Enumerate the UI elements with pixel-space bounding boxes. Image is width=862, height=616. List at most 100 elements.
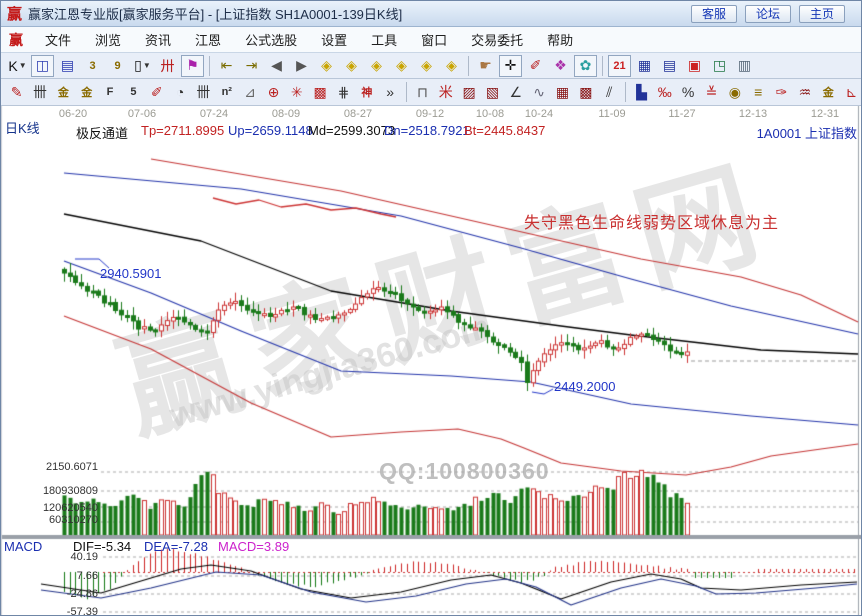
gann-diamond-expand-icon[interactable]: ◈ [421, 57, 432, 73]
volume-9-icon[interactable]: 9 [114, 59, 121, 72]
angle-measure-icon[interactable]: ⊾ [845, 83, 858, 100]
macd-pane-title[interactable]: MACD [4, 539, 43, 554]
menu-item-公式选股[interactable]: 公式选股 [245, 33, 298, 48]
red-pattern-icon[interactable]: 卅 [160, 57, 175, 74]
shade-box-icon[interactable]: ▩ [313, 83, 327, 100]
zigzag-icon[interactable]: ∿ [533, 83, 546, 100]
menu-item-资讯[interactable]: 资讯 [145, 33, 172, 48]
menu-item-文件[interactable]: 文件 [45, 33, 72, 48]
f10-info-icon[interactable]: ▤ [60, 57, 75, 73]
indicator-name[interactable]: 极反通道 [76, 126, 129, 141]
gann-diamond-center-icon[interactable]: ◈ [446, 57, 457, 73]
date-tick-12-13: 12-13 [738, 108, 768, 120]
gann-diamond-right-icon[interactable]: ◈ [346, 57, 357, 73]
gann-box-icon[interactable]: ▨ [462, 83, 476, 100]
gold-grid-b-icon[interactable]: 金 [81, 87, 93, 99]
gann-box2-icon[interactable]: ▧ [485, 83, 500, 100]
data-export-icon[interactable]: ▥ [737, 57, 752, 73]
send-web-icon[interactable]: ◳ [712, 57, 727, 73]
date-tick-08-27: 08-27 [343, 108, 373, 120]
gann-diamond-v-icon[interactable]: ◈ [396, 57, 407, 73]
gold-grid-a-icon[interactable]: 金 [57, 87, 69, 99]
percent-icon[interactable]: % [681, 84, 695, 100]
permille-icon[interactable]: ‰ [657, 84, 672, 100]
hand-tool-icon[interactable]: ☛ [479, 57, 492, 73]
gold-circle-icon[interactable]: ◉ [728, 83, 741, 100]
percent-line-icon[interactable]: ≚ [705, 83, 718, 100]
color-kline-icon[interactable]: ⚑ [181, 54, 204, 77]
volume-3-icon[interactable]: 3 [89, 59, 96, 72]
prev-bar-icon[interactable]: ◀ [271, 57, 282, 73]
price-grid-icon[interactable]: 卌 [33, 84, 48, 100]
first-screen-icon[interactable]: ⇤ [220, 57, 233, 73]
calendar-icon[interactable]: 21 [608, 54, 631, 77]
last-screen-icon[interactable]: ⇥ [245, 57, 258, 73]
gold-lines-icon[interactable]: ≡ [754, 84, 763, 100]
grid-fine-icon[interactable]: ▦ [555, 83, 570, 100]
menu-item-工具[interactable]: 工具 [371, 33, 398, 48]
gold-level-icon[interactable]: 金 [822, 87, 834, 99]
indicator-param: Up=2659.1148 [228, 123, 313, 138]
five-grid-icon[interactable]: 5 [130, 86, 137, 98]
date-tick-07-06: 07-06 [127, 108, 157, 120]
gann-diamond-left-icon[interactable]: ◈ [321, 57, 332, 73]
angle-tool-icon[interactable]: ⊿ [244, 83, 256, 100]
indicator-param: Tp=2711.8995 [141, 123, 225, 138]
macd-readout: MACD=3.89 [218, 539, 290, 554]
menu-item-窗口[interactable]: 窗口 [421, 33, 448, 48]
next-bar-icon[interactable]: ▶ [296, 57, 307, 73]
pane-type-label: 日K线 [5, 121, 40, 136]
menu-item-交易委托[interactable]: 交易委托 [471, 33, 524, 48]
more-tools-chevron[interactable]: » [386, 84, 395, 100]
kline-style-dropdown[interactable]: K ▼ [8, 57, 27, 74]
shen-tool-icon[interactable]: 神 [361, 87, 373, 99]
wave-tool-icon[interactable]: ✿ [574, 54, 597, 77]
chart-annotation: 失守黑色生命线弱势区域休息为主 [524, 215, 780, 232]
date-tick-11-27: 11-27 [668, 108, 696, 120]
menu-item-设置[interactable]: 设置 [321, 33, 348, 48]
date-tick-11-09: 11-09 [598, 108, 626, 120]
time-rule-icon[interactable]: 卌 [196, 84, 211, 100]
parallel-lines-icon[interactable]: ⫽ [606, 83, 613, 100]
red-marker-icon[interactable]: ✐ [150, 83, 163, 100]
gann-diamond-h-icon[interactable]: ◈ [371, 57, 382, 73]
volume-scale-label: 180930809 [42, 485, 98, 497]
star-burst-icon[interactable]: ✳ [290, 83, 303, 100]
pen-tool-icon[interactable]: ✐ [529, 57, 542, 73]
notepad-icon[interactable]: ▤ [662, 57, 677, 73]
save-icon[interactable]: ▣ [687, 57, 702, 73]
menu-item-帮助[interactable]: 帮助 [547, 33, 574, 48]
seal-tool-icon[interactable]: ❖ [554, 57, 567, 73]
candle-width-dropdown[interactable]: ▯ ▼ [134, 57, 151, 73]
trend-rays-icon[interactable]: ∠ [509, 83, 523, 100]
quick-button-论坛[interactable]: 论坛 [744, 4, 791, 23]
calculator-icon[interactable]: ▦ [637, 57, 652, 73]
title-bar[interactable]: 赢 赢家江恩专业版[赢家服务平台] - [上证指数 SH1A0001-139日K… [1, 1, 861, 27]
target-gann-icon[interactable]: ⊕ [267, 83, 280, 100]
n-square-icon[interactable]: n² [221, 86, 232, 98]
fib-grid-icon[interactable]: F [106, 86, 114, 98]
fan-lines-icon[interactable]: 米 [438, 84, 453, 100]
menu-item-浏览[interactable]: 浏览 [95, 33, 122, 48]
cycle-circle-icon[interactable]: ◔ [175, 84, 185, 100]
ink-brush-icon[interactable]: ✑ [775, 83, 788, 100]
symbol-label: 1A0001 上证指数 [756, 126, 857, 141]
red-brush-icon[interactable]: ✎ [10, 83, 23, 100]
quote-board-icon[interactable]: ◫ [31, 54, 54, 77]
quick-button-客服[interactable]: 客服 [690, 4, 737, 23]
macd-scale-label: 40.19 [70, 551, 98, 563]
date-tick-10-08: 10-08 [475, 108, 505, 120]
grid-box-icon[interactable]: ▩ [579, 83, 593, 100]
band-tool-icon[interactable]: ♒ [798, 83, 812, 100]
crosshair-icon[interactable]: ✛ [499, 54, 522, 77]
menu-item-江恩[interactable]: 江恩 [195, 33, 222, 48]
quick-button-主页[interactable]: 主页 [798, 4, 845, 23]
toolbar-separator [209, 55, 210, 76]
histogram-tool-icon[interactable]: ▙ [636, 83, 647, 100]
chart-canvas[interactable] [1, 106, 861, 615]
rect-tool-icon[interactable]: ⊓ [416, 83, 428, 100]
k-count-icon[interactable]: ⋕ [337, 83, 350, 100]
menu-bar: 赢 文件 浏览 资讯 江恩 公式选股 设置 工具 窗口 交易委托 帮助 [1, 27, 861, 53]
date-tick-12-31: 12-31 [810, 108, 840, 120]
